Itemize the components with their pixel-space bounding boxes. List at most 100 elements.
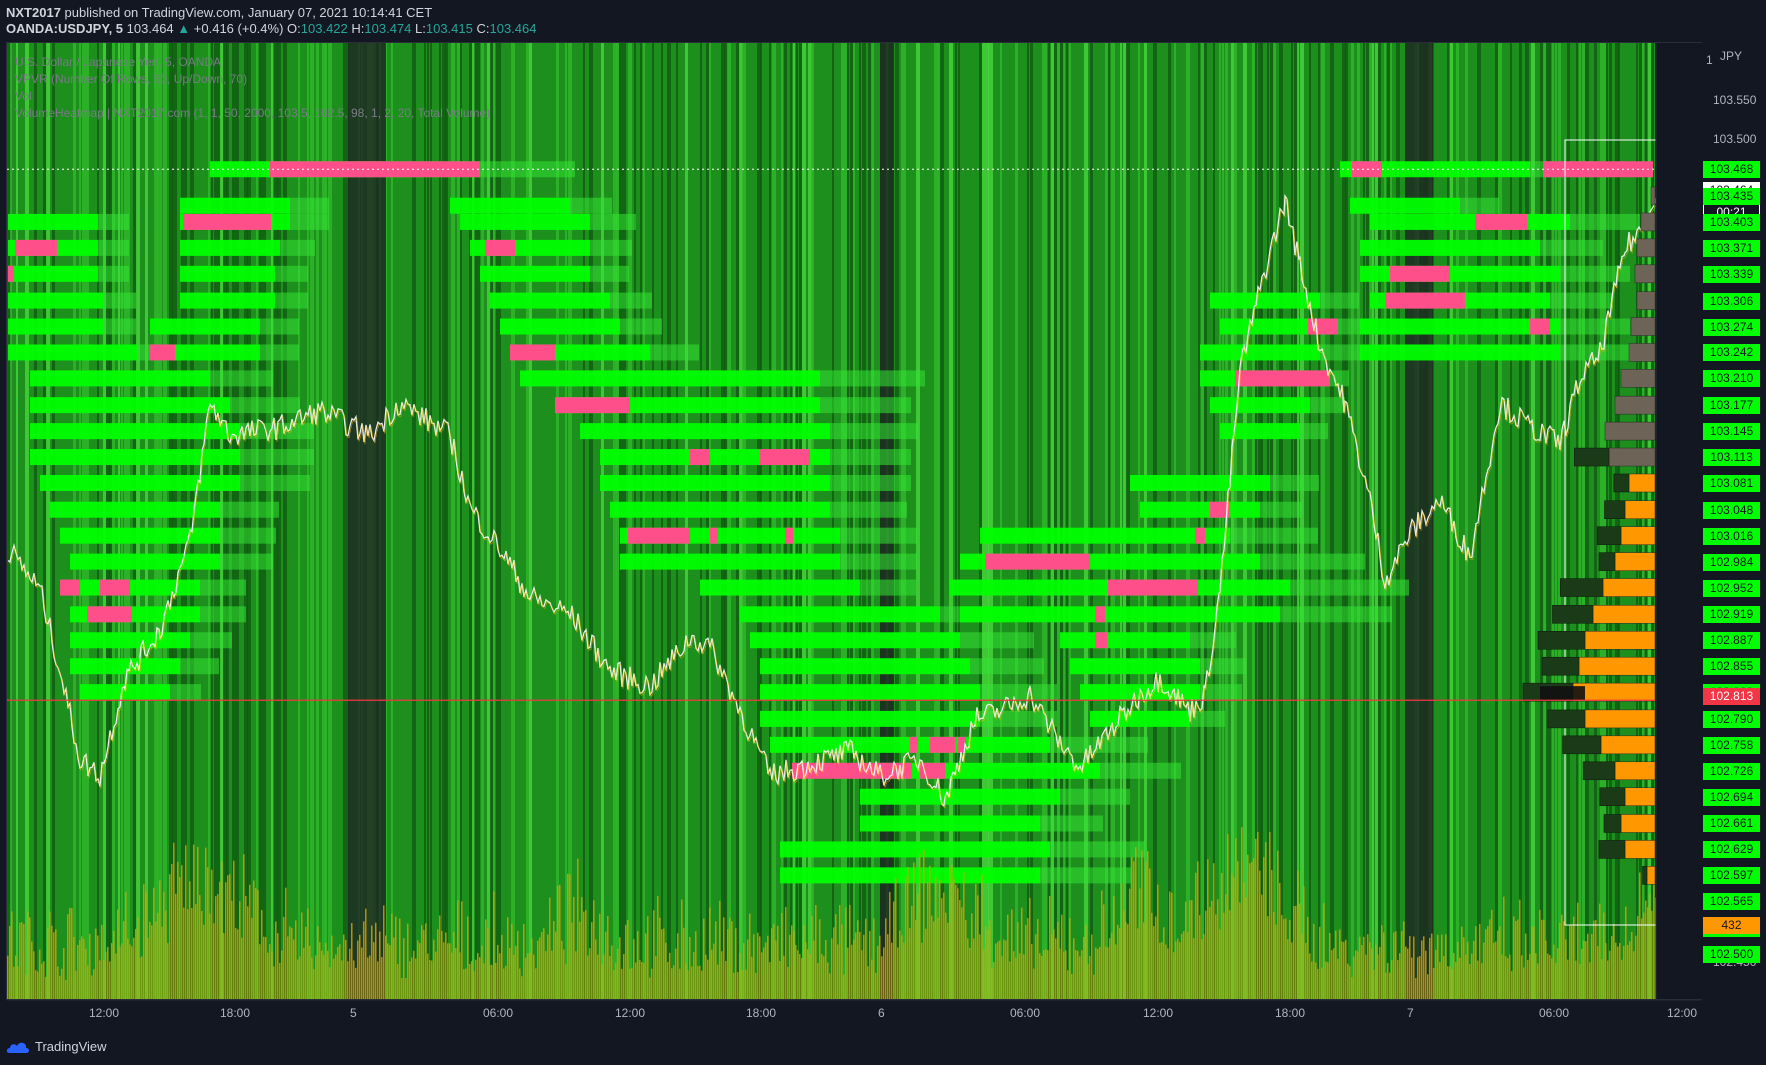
heatmap-bar xyxy=(1210,397,1310,414)
heatmap-stripe xyxy=(1255,43,1257,999)
heatmap-stripe xyxy=(727,43,731,999)
volume-bar xyxy=(935,876,937,999)
heatmap-bar xyxy=(490,292,610,309)
volume-bar xyxy=(1507,958,1509,999)
volume-bar xyxy=(1635,935,1637,999)
heatmap-stripe xyxy=(871,43,874,999)
heatmap-bar-fade xyxy=(200,606,246,623)
legend-main-series[interactable]: U.S. Dollar / Japanese Yen, 5, OANDA xyxy=(15,55,222,69)
vpvr-row xyxy=(1608,447,1656,467)
volume-bar xyxy=(23,924,25,999)
volume-bar xyxy=(1647,907,1649,999)
volume-bar xyxy=(1399,953,1401,999)
volume-bar xyxy=(513,954,515,999)
volume-bar xyxy=(171,864,173,999)
price-wicks xyxy=(8,178,1661,809)
heatmap-hot-zone xyxy=(150,344,175,361)
volume-bar xyxy=(1227,834,1229,999)
volume-bar xyxy=(1509,954,1511,999)
price-level-label: 103.242 xyxy=(1703,344,1760,362)
heatmap-stripe xyxy=(316,43,319,999)
volume-bar xyxy=(1045,949,1047,999)
volume-bar xyxy=(469,963,471,999)
heatmap-stripe xyxy=(667,43,671,999)
tradingview-logo-icon[interactable] xyxy=(6,1040,30,1054)
volume-bar xyxy=(667,961,669,999)
tradingview-brand[interactable]: TradingView xyxy=(35,1039,107,1054)
volume-bar xyxy=(751,956,753,999)
volume-bar xyxy=(1017,922,1019,999)
legend-volume-heatmap[interactable]: VolumeHeatmap | NXT2017.com (1, 1, 50, 2… xyxy=(15,106,491,120)
publisher-name[interactable]: NXT2017 xyxy=(6,5,61,20)
heatmap-stripe xyxy=(1603,43,1606,999)
volume-bar xyxy=(377,961,379,999)
heatmap-bar xyxy=(1360,239,1540,256)
volume-bar xyxy=(1267,916,1269,999)
heatmap-stripe xyxy=(1546,43,1549,999)
volume-bar xyxy=(663,928,665,999)
volume-bar xyxy=(741,969,743,999)
volume-bar xyxy=(761,952,763,999)
heatmap-hot-zone xyxy=(15,239,57,256)
heatmap-stripe xyxy=(490,43,493,999)
volume-bar xyxy=(15,955,17,999)
volume-bar xyxy=(919,853,921,999)
heatmap-bar-fade xyxy=(820,370,925,387)
time-tick: 06:00 xyxy=(1010,1006,1041,1020)
volume-bar xyxy=(773,924,775,999)
symbol-header: OANDA:USDJPY, 5 103.464 ▲ +0.416 (+0.4%)… xyxy=(6,21,536,36)
volume-bar xyxy=(789,934,791,999)
heatmap-stripe xyxy=(781,43,783,999)
heatmap-stripe xyxy=(616,43,619,999)
heatmap-stripe xyxy=(121,43,123,999)
volume-bar xyxy=(543,928,545,999)
heatmap-bar xyxy=(1340,161,1530,178)
chart-canvas[interactable] xyxy=(0,0,1766,1028)
volume-bar xyxy=(853,939,855,999)
volume-bar xyxy=(887,934,889,999)
volume-bar xyxy=(465,968,467,999)
heatmap-stripe xyxy=(1390,43,1392,999)
heatmap-bar xyxy=(980,527,1230,544)
heatmap-bar xyxy=(80,684,170,701)
heatmap-bar xyxy=(760,710,980,727)
heatmap-hot-zone xyxy=(1390,265,1450,282)
volume-bar xyxy=(1415,978,1417,999)
volume-bar xyxy=(895,878,897,999)
heatmap-hot-zone xyxy=(1108,579,1198,596)
volume-bar xyxy=(1083,937,1085,999)
volume-bar xyxy=(269,944,271,999)
heatmap-stripe xyxy=(1549,43,1551,999)
heatmap-stripe xyxy=(46,43,50,999)
price-level-label: 103.371 xyxy=(1703,239,1760,257)
heatmap-bar xyxy=(1360,318,1560,335)
volume-bar xyxy=(1607,960,1609,999)
price-level-label: 102.500 xyxy=(1703,946,1760,963)
volume-bar xyxy=(67,914,69,999)
heatmap-stripe xyxy=(1600,43,1603,999)
volume-bar xyxy=(333,958,335,999)
volume-bar xyxy=(13,966,15,999)
heatmap-hot-zone xyxy=(785,527,793,544)
heatmap-stripe xyxy=(163,43,167,999)
volume-bar xyxy=(99,960,101,999)
heatmap-stripe xyxy=(190,43,194,999)
legend-vpvr[interactable]: VPVR (Number Of Rows, 50, Up/Down, 70) xyxy=(15,72,248,86)
volume-bar xyxy=(985,926,987,999)
volume-bar xyxy=(79,940,81,999)
volume-bar xyxy=(1181,933,1183,999)
volume-bar xyxy=(1029,897,1031,999)
volume-bar xyxy=(1467,941,1469,999)
volume-bar xyxy=(1065,950,1067,999)
volume-bar xyxy=(1237,861,1239,999)
heatmap-stripe xyxy=(1615,43,1619,999)
symbol-name[interactable]: OANDA:USDJPY, 5 xyxy=(6,21,124,36)
heatmap-stripe xyxy=(391,43,393,999)
chart-legend: U.S. Dollar / Japanese Yen, 5, OANDA VPV… xyxy=(15,54,490,122)
volume-bar xyxy=(997,941,999,999)
volume-bar xyxy=(1153,926,1155,999)
volume-bar xyxy=(1371,948,1373,999)
heatmap-bar-fade xyxy=(1270,474,1319,491)
heatmap-stripe xyxy=(916,43,920,999)
legend-volume[interactable]: Vol xyxy=(15,89,32,103)
